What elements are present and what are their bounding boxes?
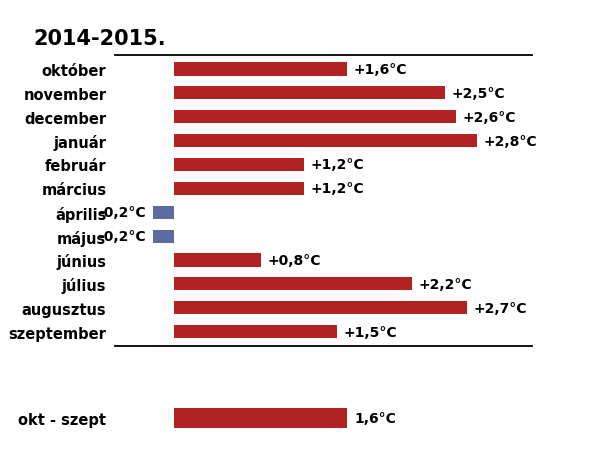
Bar (175, 158, 304, 172)
Bar (175, 278, 413, 291)
Text: +0,8°C: +0,8°C (268, 253, 321, 267)
Text: 1,6°C: 1,6°C (354, 411, 396, 425)
Text: +1,2°C: +1,2°C (310, 182, 364, 196)
Text: +1,6°C: +1,6°C (354, 63, 408, 77)
Text: +2,7°C: +2,7°C (473, 301, 527, 315)
Text: +2,8°C: +2,8°C (484, 134, 538, 148)
Bar (175, 325, 336, 338)
Text: +2,2°C: +2,2°C (419, 277, 472, 291)
Bar (175, 135, 477, 148)
Bar (153, 206, 175, 219)
Bar (175, 87, 445, 100)
Text: +2,5°C: +2,5°C (451, 87, 505, 100)
Text: -0,2°C: -0,2°C (98, 206, 146, 220)
Bar (153, 230, 175, 243)
Text: -0,2°C: -0,2°C (98, 230, 146, 244)
Text: +2,6°C: +2,6°C (462, 111, 516, 125)
Bar (175, 408, 347, 428)
Bar (175, 63, 347, 76)
Bar (175, 111, 456, 124)
Text: +1,2°C: +1,2°C (310, 158, 364, 172)
Bar (175, 254, 261, 267)
Bar (175, 182, 304, 195)
Text: 2014-2015.: 2014-2015. (33, 29, 166, 49)
Text: +1,5°C: +1,5°C (343, 325, 397, 339)
Bar (175, 301, 466, 314)
